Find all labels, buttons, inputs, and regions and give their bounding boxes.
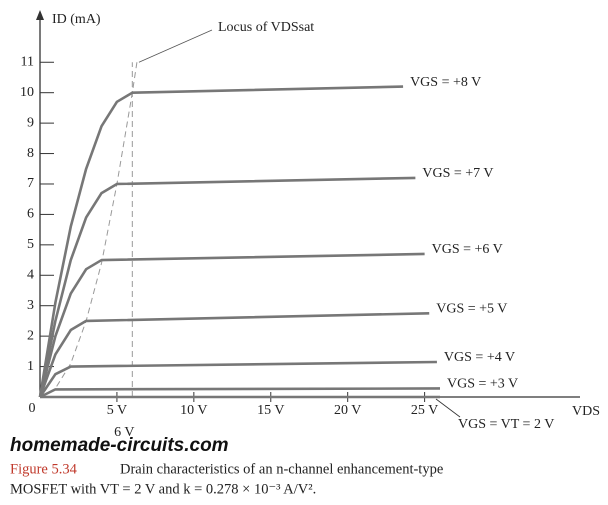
x-tick-label: 10 V [180,403,207,418]
locus-leader [138,29,213,63]
y-axis-label: ID (mA) [52,12,101,27]
x-tick-label: 20 V [334,403,361,418]
y-tick-label: 6 [27,207,34,222]
curve [38,252,425,398]
x-tick-label: 15 V [257,403,284,418]
locus-line [39,62,138,398]
y-tick-label: 3 [27,298,34,313]
curve [39,387,441,399]
locus-label: Locus of VDSsat [218,20,314,35]
y-tick-label: 2 [27,328,34,343]
y-tick-label: 0 [29,401,36,416]
caption-line: Drain characteristics of an n-channel en… [120,461,443,477]
curve [38,176,416,398]
series-label: VGS = +3 V [447,377,518,392]
x-tick-label: 25 V [411,403,438,418]
label-leader [435,398,461,418]
caption-line: MOSFET with VT = 2 V and k = 0.278 × 10⁻… [10,481,316,497]
curve [38,312,430,398]
marker-label: 6 V [114,425,134,440]
y-tick-label: 5 [27,237,34,252]
series-label: VGS = +8 V [410,75,481,90]
y-tick-label: 11 [21,54,34,69]
y-axis-arrow [36,10,44,20]
y-tick-label: 1 [27,359,34,374]
series-label: VGS = VT = 2 V [458,417,554,432]
y-tick-label: 8 [27,146,34,161]
curve [38,85,404,398]
y-tick-label: 7 [27,176,34,191]
series-label: VGS = +5 V [436,302,507,317]
watermark: homemade-circuits.com [10,435,229,456]
x-tick-label: 5 V [107,403,127,418]
series-label: VGS = +7 V [422,166,493,181]
x-axis-label: VDS [572,404,600,419]
series-label: VGS = +4 V [444,350,515,365]
series-label: VGS = +6 V [432,242,503,257]
curve [38,360,437,398]
caption-label: Figure 5.34 [10,461,78,477]
y-tick-label: 9 [27,115,34,130]
y-tick-label: 4 [27,267,34,282]
y-tick-label: 10 [20,85,34,100]
